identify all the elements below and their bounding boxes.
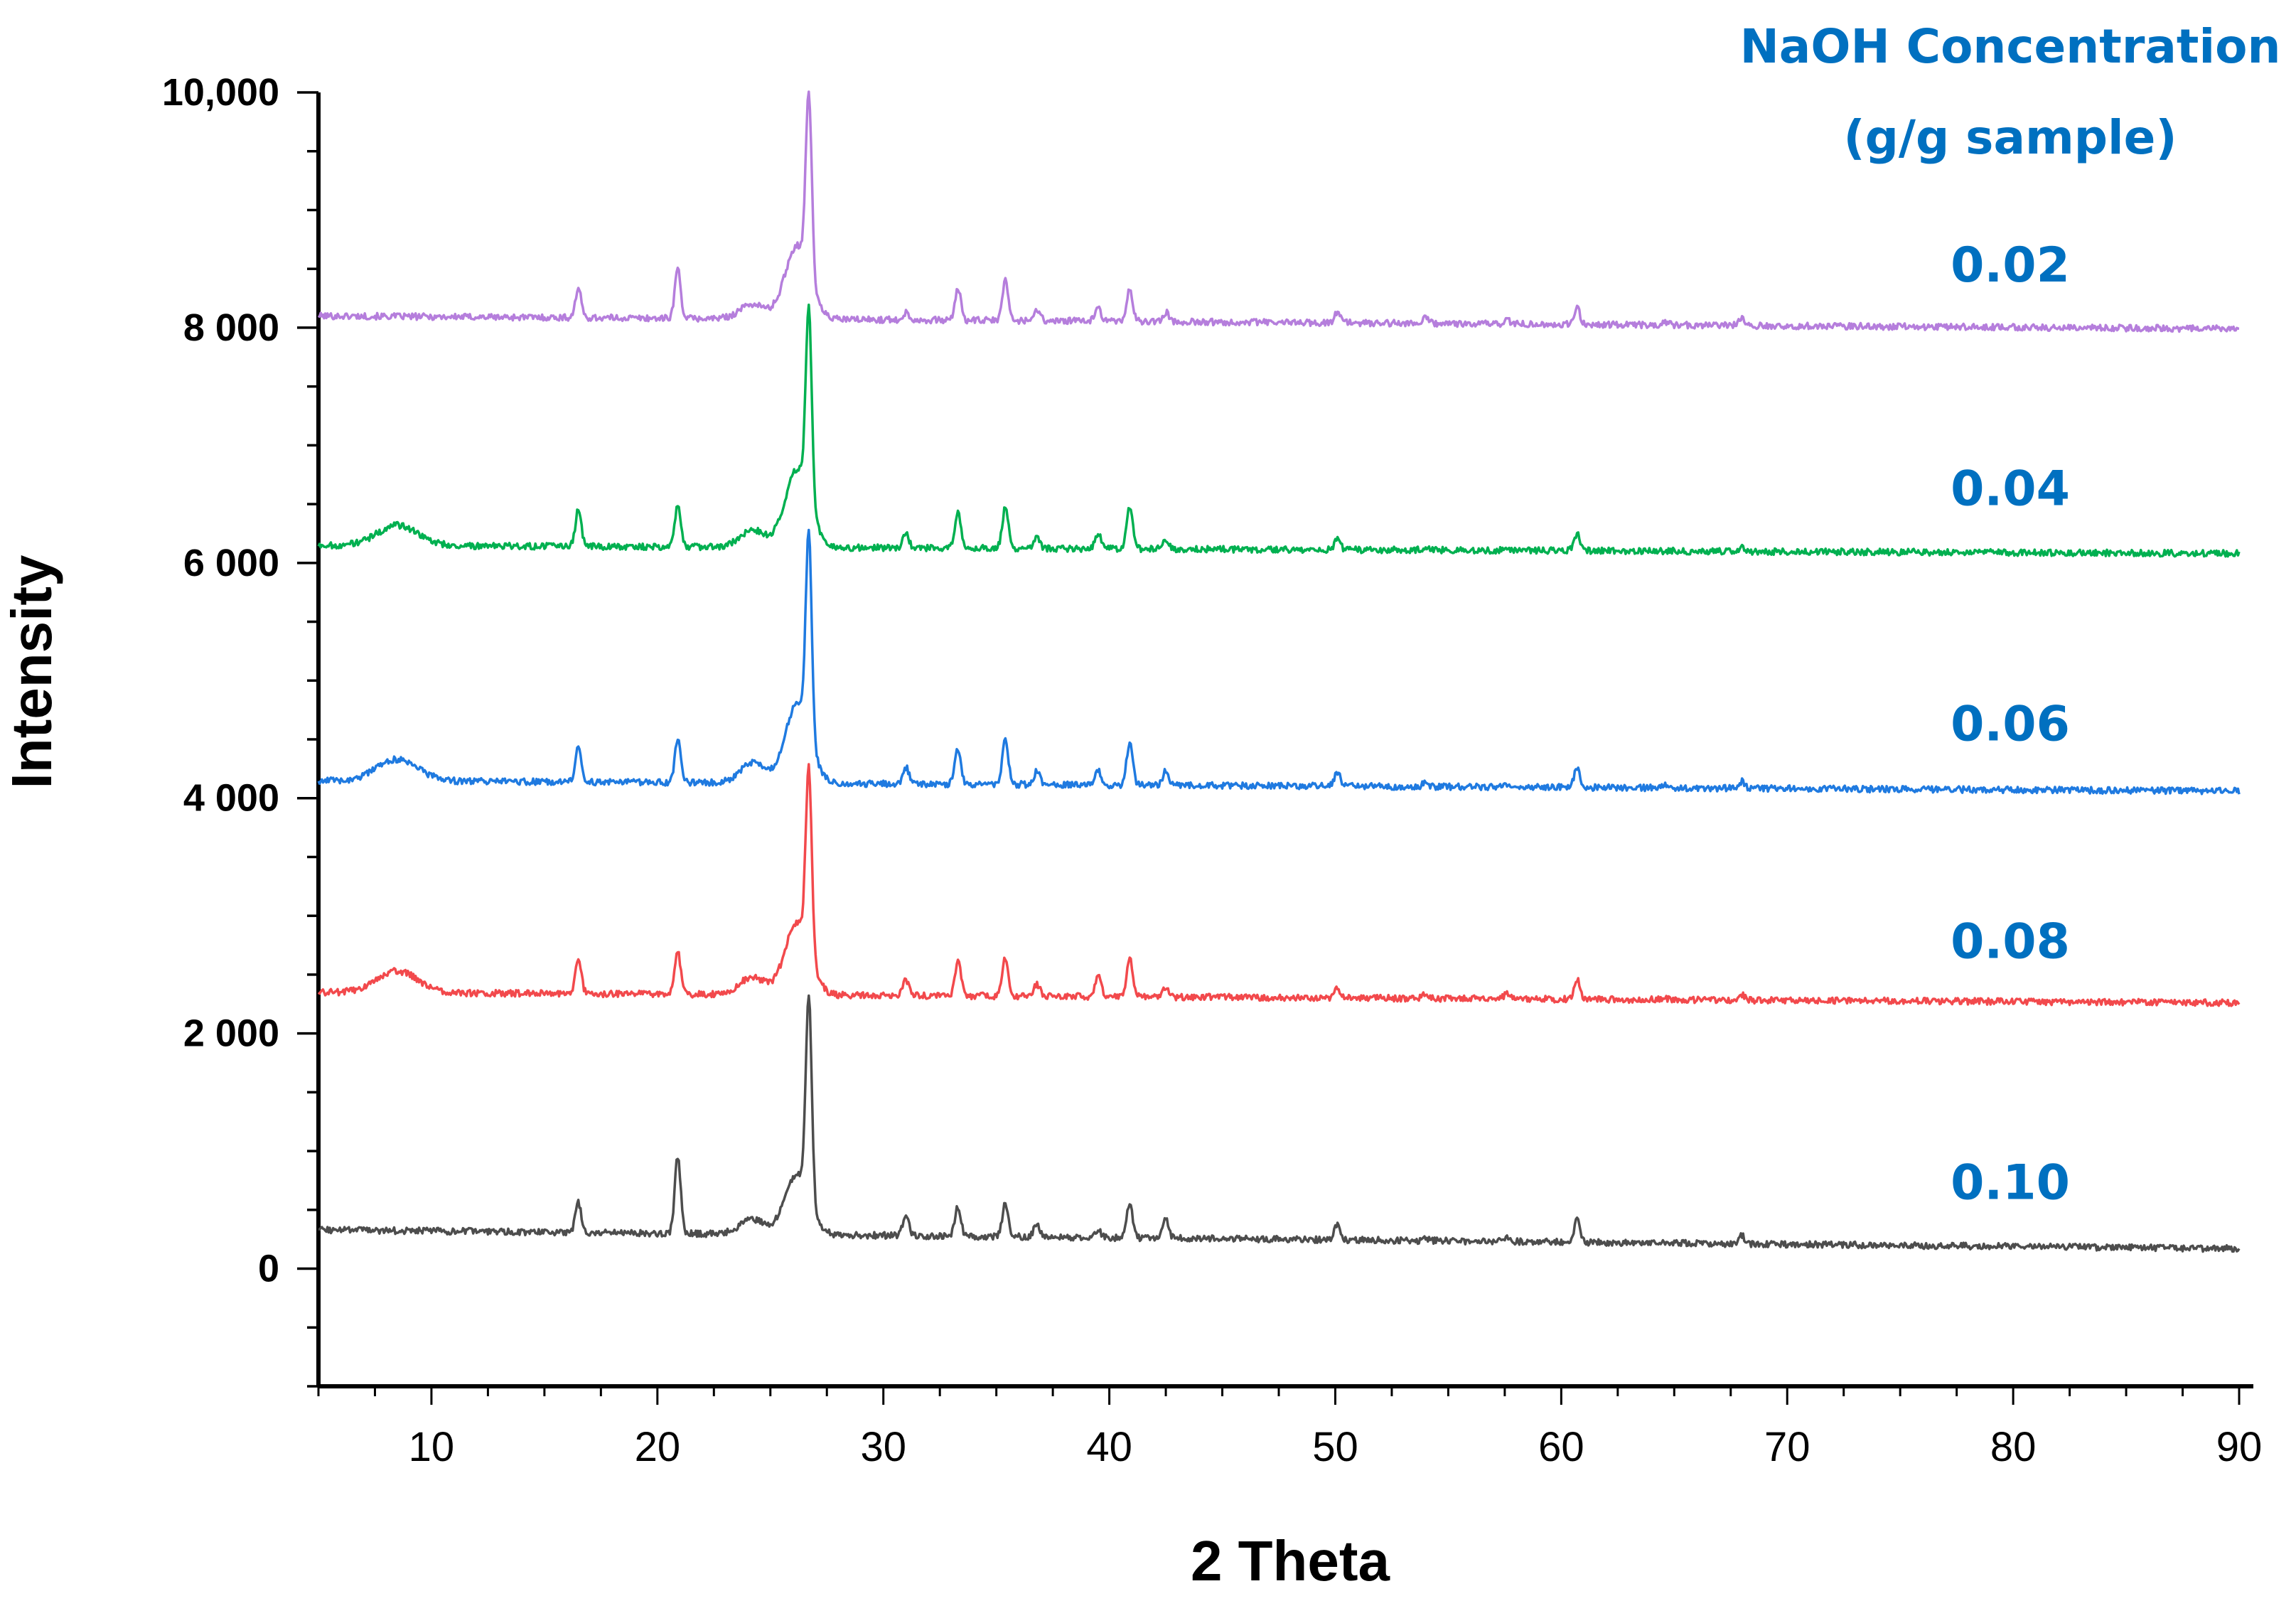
series-trace-0.04 [317, 303, 2241, 558]
x-axis-title: 2 Theta [1191, 1529, 1390, 1592]
y-tick-label: 10,000 [162, 71, 279, 114]
legend-title-line-1: NaOH Concentration [1740, 19, 2281, 74]
x-tick-label: 70 [1764, 1424, 1810, 1470]
y-tick-label: 6 000 [183, 542, 279, 584]
legend-title-line-2: (g/g sample) [1843, 110, 2177, 165]
series-label-0.04: 0.04 [1951, 461, 2070, 517]
x-tick-label: 80 [1990, 1424, 2037, 1470]
x-tick-label: 50 [1312, 1424, 1358, 1470]
series-label-0.06: 0.06 [1951, 696, 2070, 752]
x-tick-label: 30 [860, 1424, 906, 1470]
x-tick-label: 10 [409, 1424, 455, 1470]
y-tick-label: 2 000 [183, 1012, 279, 1055]
series-trace-0.10 [318, 994, 2241, 1253]
series-trace-0.02 [317, 90, 2240, 333]
series-trace-0.08 [317, 763, 2241, 1007]
series-label-0.10: 0.10 [1951, 1155, 2070, 1211]
y-tick-label: 0 [258, 1248, 279, 1290]
series-trace-0.06 [317, 528, 2241, 796]
y-tick-label: 4 000 [183, 777, 279, 820]
series-label-0.02: 0.02 [1951, 237, 2070, 294]
series-label-0.08: 0.08 [1951, 914, 2070, 970]
x-tick-label: 20 [635, 1424, 681, 1470]
ticks: 10,000 8 000 6 000 4 000 2 000 0 10 20 30 40 50 60 7… [162, 71, 2262, 1470]
x-tick-label: 40 [1086, 1424, 1132, 1470]
series-traces [317, 90, 2241, 1253]
y-axis-title: Intensity [0, 555, 63, 788]
series-labels: 0.02 0.04 0.06 0.08 0.10 [1951, 237, 2070, 1211]
y-tick-label: 8 000 [183, 306, 279, 349]
x-tick-label: 60 [1538, 1424, 1584, 1470]
x-tick-label: 90 [2216, 1424, 2263, 1470]
